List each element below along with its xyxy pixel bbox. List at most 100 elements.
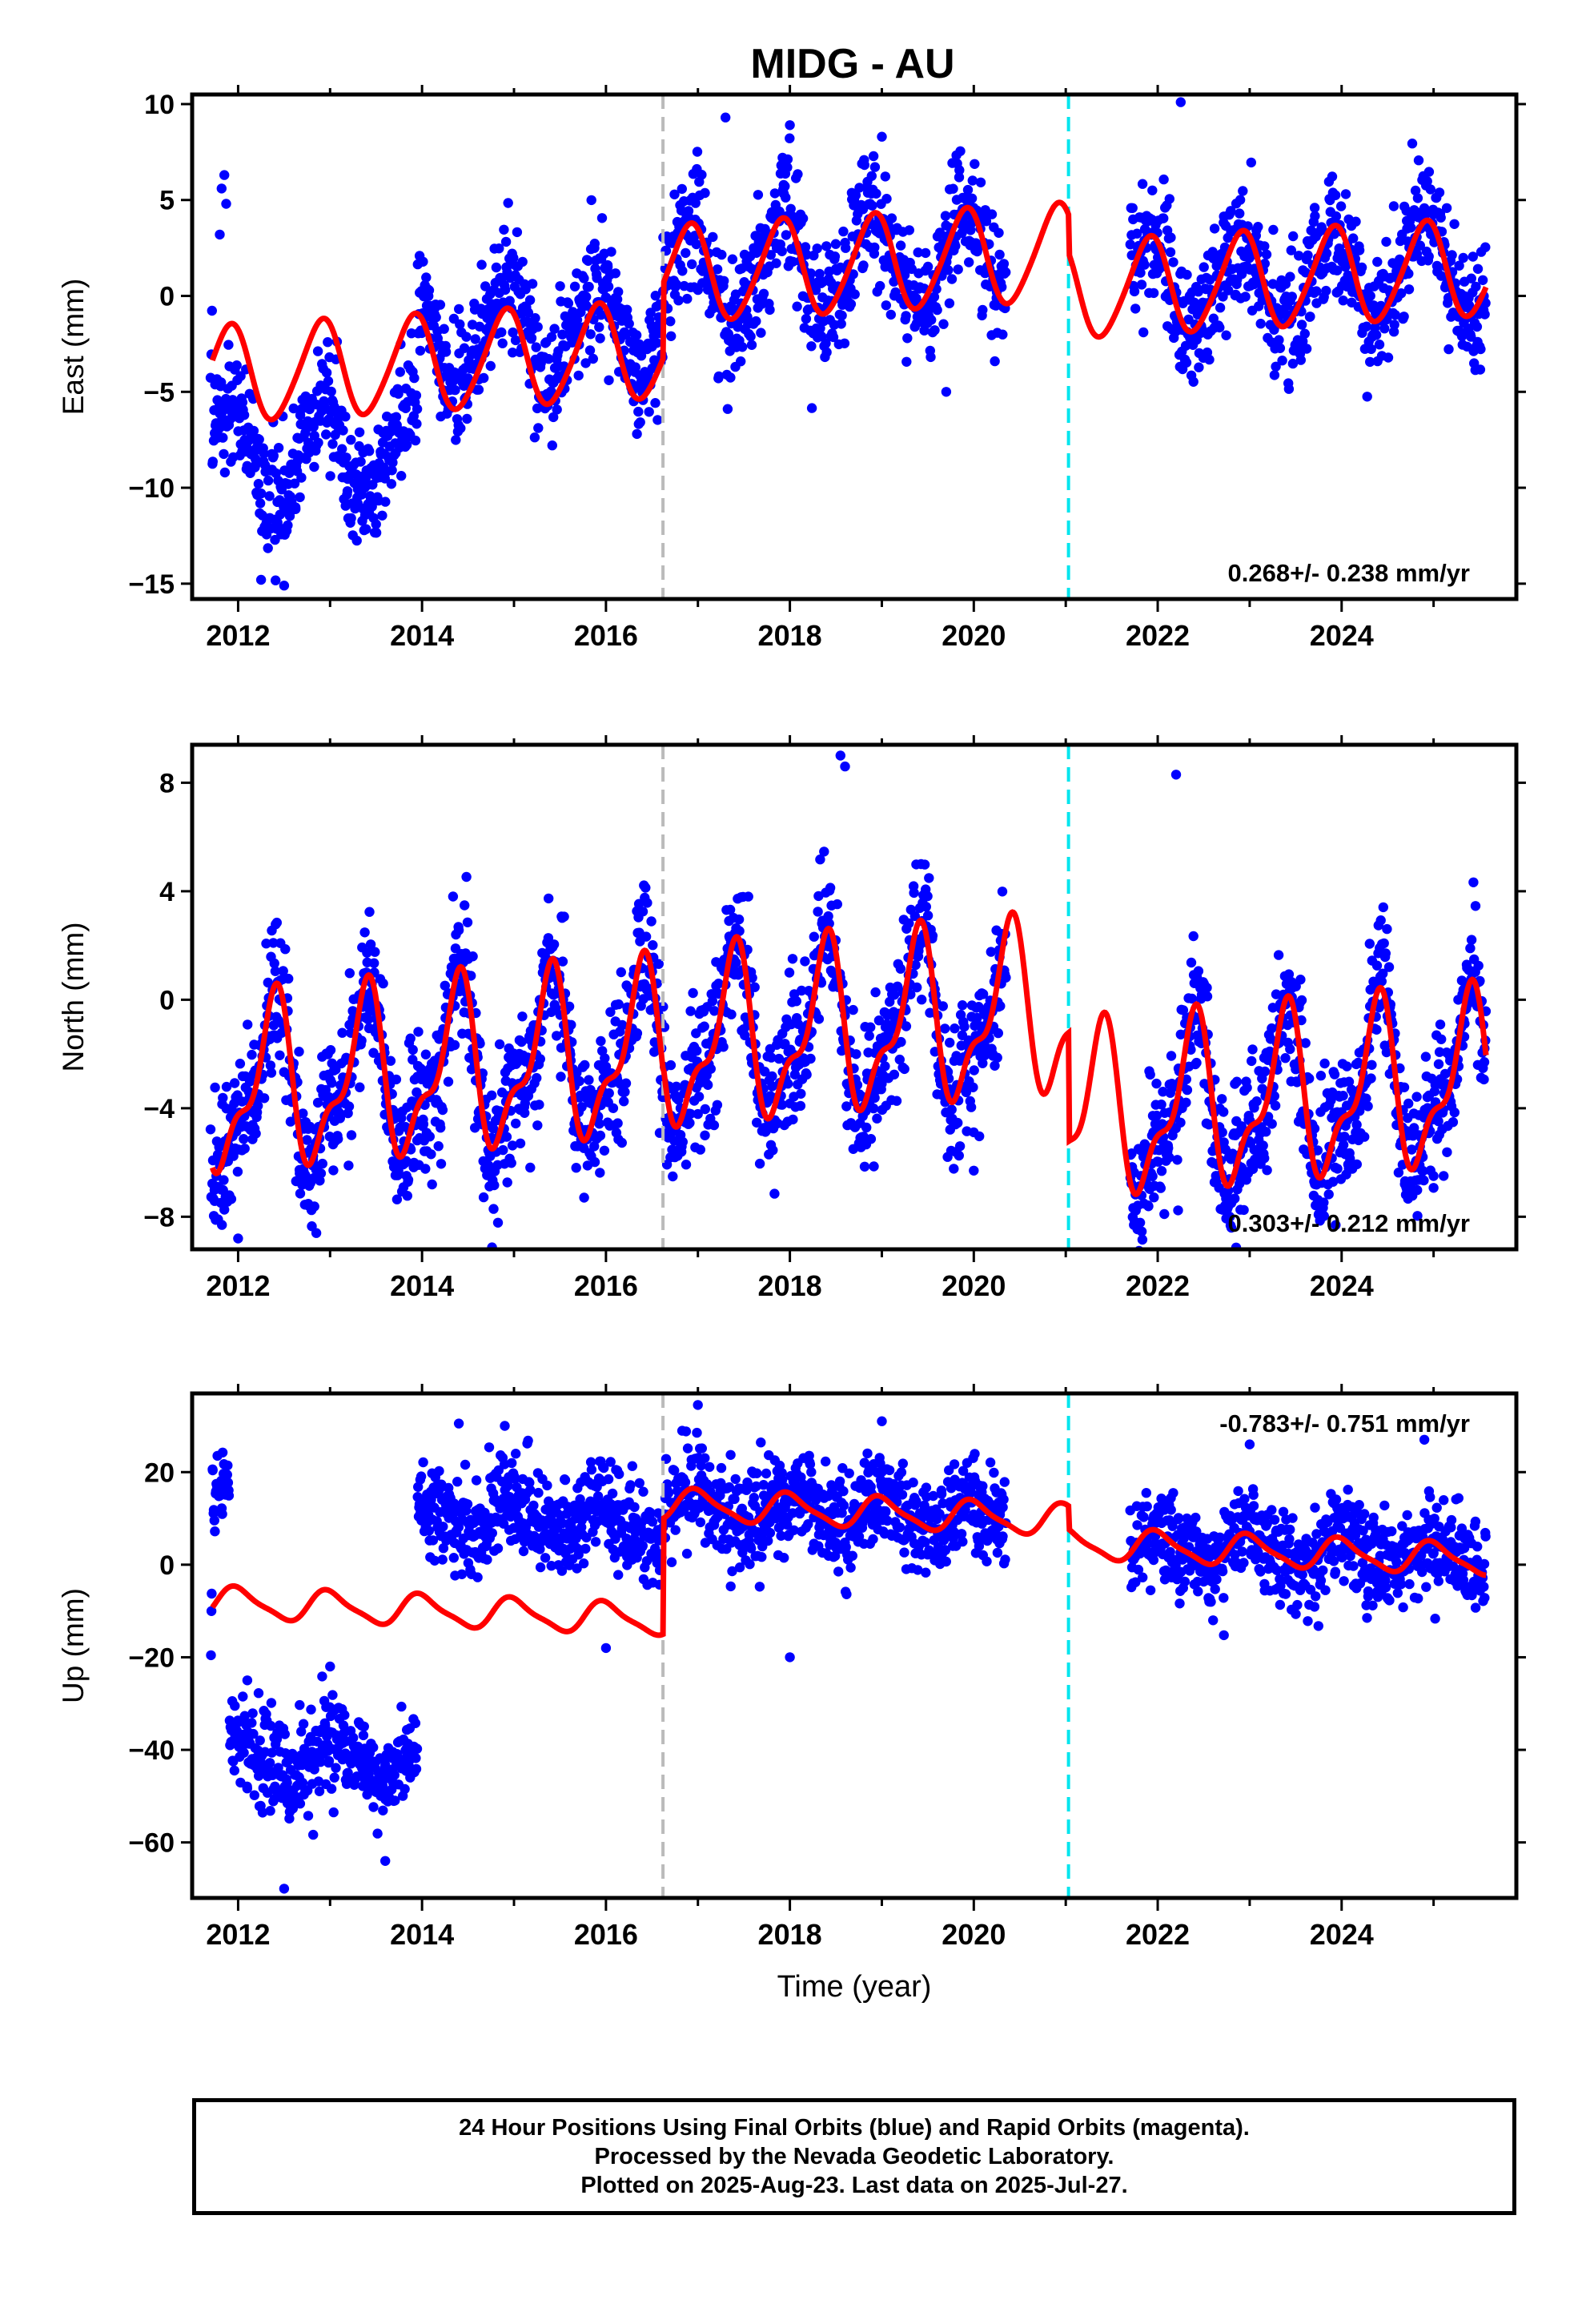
north-data-point xyxy=(1376,976,1387,987)
north-data-point xyxy=(922,911,934,921)
east-data-point xyxy=(264,491,275,501)
north-data-point xyxy=(677,1136,688,1148)
north-data-point xyxy=(494,1039,505,1050)
north-data-point xyxy=(1371,960,1383,971)
north-data-point xyxy=(453,925,464,935)
east-data-point xyxy=(1204,354,1215,365)
east-data-point xyxy=(341,452,351,463)
east-data-point xyxy=(797,213,809,223)
east-data-point xyxy=(1148,287,1159,299)
north-data-point xyxy=(1403,1098,1414,1109)
up-data-point xyxy=(247,1708,258,1719)
up-data-point xyxy=(438,1522,448,1532)
east-data-point xyxy=(1219,242,1231,253)
north-data-point xyxy=(864,1031,874,1041)
north-data-point xyxy=(337,1027,347,1038)
up-data-point xyxy=(295,1699,305,1711)
east-data-point xyxy=(867,200,877,211)
east-data-point xyxy=(895,240,906,251)
east-data-point xyxy=(480,281,491,292)
north-data-point xyxy=(285,1116,296,1127)
east-data-point xyxy=(691,239,701,250)
east-data-point xyxy=(754,232,765,243)
north-data-point xyxy=(851,1049,861,1059)
east-data-point xyxy=(975,177,986,187)
north-data-point xyxy=(1226,1198,1237,1208)
north-points xyxy=(205,750,1492,1249)
north-data-point xyxy=(969,1165,979,1176)
north-data-point xyxy=(899,1063,909,1075)
north-data-point xyxy=(1242,1083,1252,1093)
east-data-point xyxy=(1374,340,1385,350)
north-data-point xyxy=(1407,1144,1417,1155)
north-data-point xyxy=(1203,1120,1215,1130)
east-data-point xyxy=(875,280,885,292)
east-data-point xyxy=(745,331,756,342)
east-data-point xyxy=(1423,167,1435,177)
north-data-point xyxy=(910,959,921,971)
east-data-point xyxy=(806,403,817,413)
up-data-point xyxy=(327,1690,338,1700)
north-data-point xyxy=(1267,1023,1277,1034)
east-data-point xyxy=(581,292,592,302)
north-data-point xyxy=(580,1059,590,1071)
north-data-point xyxy=(1428,1183,1439,1193)
up-data-point xyxy=(400,1783,410,1795)
north-data-point xyxy=(1247,1164,1259,1175)
north-data-point xyxy=(1270,1100,1281,1111)
north-data-point xyxy=(685,1118,695,1128)
east-data-point xyxy=(814,268,825,279)
north-data-point xyxy=(1134,1217,1146,1228)
north-data-point xyxy=(532,1072,542,1084)
north-data-point xyxy=(880,1061,890,1072)
east-data-point xyxy=(544,354,554,364)
east-data-point xyxy=(313,437,323,448)
east-data-point xyxy=(435,300,446,310)
north-data-point xyxy=(362,947,372,959)
north-data-point xyxy=(594,1119,604,1129)
north-data-point xyxy=(957,1000,968,1011)
east-data-point xyxy=(1434,187,1445,198)
east-data-point xyxy=(1365,291,1375,301)
north-ytick-label: −4 xyxy=(143,1094,175,1124)
north-data-point xyxy=(1338,1091,1348,1101)
north-data-point xyxy=(280,944,291,955)
north-data-point xyxy=(801,1069,812,1080)
east-data-point xyxy=(1396,288,1407,299)
up-data-point xyxy=(378,1805,388,1815)
east-data-point xyxy=(1466,273,1477,283)
north-data-point xyxy=(616,1137,627,1148)
north-data-point xyxy=(1409,1123,1419,1133)
east-data-point xyxy=(251,459,261,469)
east-data-point xyxy=(547,440,557,451)
up-data-point xyxy=(253,1688,264,1699)
north-data-point xyxy=(901,1021,912,1031)
north-data-point xyxy=(620,1078,632,1088)
north-data-point xyxy=(370,947,380,957)
east-data-point xyxy=(1443,344,1454,355)
east-data-point xyxy=(650,291,661,301)
east-data-point xyxy=(1311,286,1322,296)
up-data-point xyxy=(306,1704,316,1715)
north-data-point xyxy=(865,1022,876,1032)
north-data-point xyxy=(1151,1110,1162,1121)
east-data-point xyxy=(1147,185,1158,195)
east-data-point xyxy=(1354,245,1365,255)
east-data-point xyxy=(530,313,540,324)
east-data-point xyxy=(880,171,891,182)
north-data-point xyxy=(872,1113,882,1124)
north-data-point xyxy=(1339,1132,1350,1142)
north-data-point xyxy=(1186,993,1198,1004)
east-data-point xyxy=(631,330,642,340)
east-data-point xyxy=(216,377,227,388)
north-data-point xyxy=(1473,960,1484,971)
east-data-point xyxy=(725,372,736,383)
east-data-point xyxy=(586,195,596,206)
north-data-point xyxy=(972,1012,982,1023)
north-data-point xyxy=(233,1233,243,1244)
north-data-point xyxy=(298,1108,308,1119)
east-data-point xyxy=(462,413,472,424)
north-data-point xyxy=(1319,1197,1329,1208)
north-data-point xyxy=(315,1168,327,1179)
east-data-point xyxy=(354,427,365,437)
